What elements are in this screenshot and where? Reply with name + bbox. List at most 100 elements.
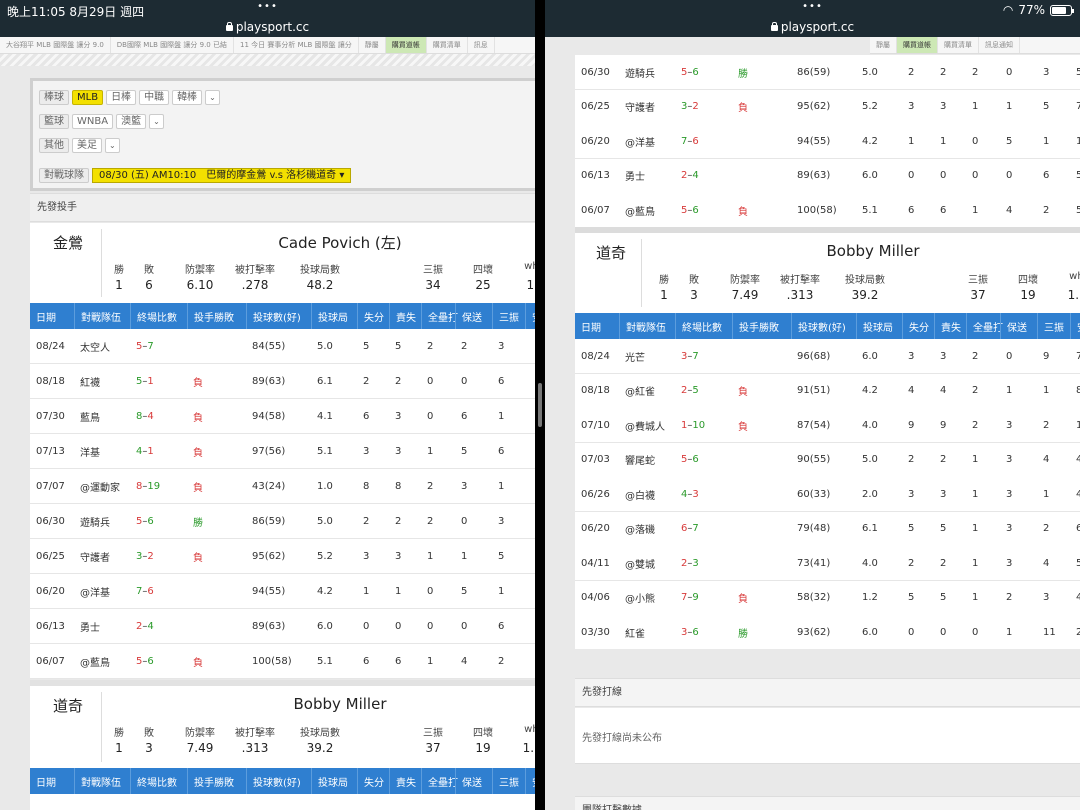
column-header[interactable]: 安打 [1070, 313, 1080, 339]
site-tab[interactable]: 靜屬 [870, 37, 897, 53]
address-bar[interactable]: playsport.cc [0, 20, 535, 37]
site-tab[interactable]: 購買清單 [427, 37, 468, 53]
column-header[interactable]: 投球局 [311, 768, 357, 794]
column-header[interactable]: 投手勝敗 [187, 303, 246, 329]
column-header[interactable]: 失分 [902, 313, 934, 339]
table-cell: 4 [461, 655, 468, 667]
table-cell: 負 [193, 482, 203, 494]
column-header[interactable]: 全壘打 [421, 768, 458, 794]
site-tab[interactable]: 訊息 [468, 37, 495, 53]
score-home: 7 [147, 340, 154, 352]
baseball-label: 棒球 [39, 90, 69, 105]
pitcher2-team: 道奇 [596, 244, 627, 262]
column-header[interactable]: 安打 [525, 303, 535, 329]
column-header[interactable]: 投手勝敗 [732, 313, 791, 339]
site-tab[interactable]: 購買道帳 [897, 37, 938, 53]
column-header[interactable]: 終場比數 [130, 768, 187, 794]
gap [575, 649, 1080, 678]
score-away: 3 [681, 626, 688, 638]
filter-mlb[interactable]: MLB [72, 90, 104, 105]
score-away: 8 [136, 410, 143, 422]
stat-value: .313 [786, 288, 814, 302]
column-header[interactable]: 投球數(好) [246, 303, 311, 329]
pitcher2-card: 道奇 Bobby Miller 勝 1 敗 3 防禦率 7.49 被打擊率 .313 投球局數 3… [575, 233, 1080, 313]
column-header[interactable]: 對戰隊伍 [619, 313, 675, 339]
match-select[interactable]: 08/30 (五) AM10:10 巴爾的摩金鶯 v.s 洛杉磯道奇 ▾ [92, 168, 352, 183]
table-cell: 0 [908, 170, 915, 181]
column-header[interactable]: 投球局 [856, 313, 902, 339]
table-cell: 2 [1043, 419, 1050, 431]
site-tab[interactable]: 11 今日 賽事分析 MLB 國際盤 讓分 [234, 37, 359, 53]
table-cell [732, 339, 791, 373]
table-cell: 1 [1043, 135, 1050, 147]
table-cell: 4 [1076, 488, 1080, 500]
table-cell: 紅雀 [625, 628, 645, 640]
column-header[interactable]: 安打 [525, 768, 535, 794]
site-tab[interactable]: DB國際 MLB 國際盤 讓分 9.0 已結 [111, 37, 234, 53]
chevron-down-icon[interactable]: ⌄ [205, 90, 220, 105]
table-cell: 1 [972, 523, 979, 534]
column-header[interactable]: 三振 [492, 303, 525, 329]
column-header[interactable]: 失分 [357, 303, 389, 329]
table-cell: 79(48) [797, 523, 831, 534]
table-cell: 58(32) [797, 592, 831, 603]
column-header[interactable]: 全壘打 [966, 313, 1003, 339]
address-bar[interactable]: playsport.cc [545, 20, 1080, 37]
column-header[interactable]: 日期 [581, 322, 601, 334]
multitask-dots-icon[interactable]: ••• [257, 1, 278, 12]
column-header[interactable]: 三振 [492, 768, 525, 794]
column-header[interactable]: 責失 [934, 313, 966, 339]
column-header[interactable]: 責失 [389, 768, 421, 794]
lock-icon [770, 22, 778, 31]
table-cell: 2 [1043, 523, 1050, 534]
column-header[interactable]: 投球局 [311, 303, 357, 329]
filter-cpbl[interactable]: 中職 [139, 90, 170, 105]
column-header[interactable]: 日期 [36, 777, 56, 789]
table-cell [525, 469, 535, 503]
column-header[interactable]: 投球數(好) [246, 768, 311, 794]
chevron-down-icon[interactable]: ⌄ [105, 138, 120, 153]
table-row: 07/30 藍鳥 8–4 負 94(58) 4.1 6 3 0 6 1 [30, 399, 535, 434]
column-header[interactable]: 對戰隊伍 [74, 768, 130, 794]
column-header[interactable]: 投球數(好) [791, 313, 856, 339]
column-header[interactable]: 失分 [357, 768, 389, 794]
column-header[interactable]: 責失 [389, 303, 421, 329]
column-header[interactable]: 對戰隊伍 [74, 303, 130, 329]
filter-nfl[interactable]: 美足 [72, 138, 102, 153]
filter-wnba[interactable]: WNBA [72, 114, 114, 129]
table-cell: 6.0 [317, 620, 333, 632]
site-tab[interactable]: 訊息通知 [979, 37, 1020, 53]
column-header[interactable]: 投手勝敗 [187, 768, 246, 794]
filter-npb[interactable]: 日棒 [106, 90, 137, 105]
score-sep: – [687, 66, 693, 78]
table-cell: @藍鳥 [80, 657, 110, 669]
column-header[interactable]: 終場比數 [675, 313, 732, 339]
column-header[interactable]: 終場比數 [130, 303, 187, 329]
column-header[interactable]: 三振 [1037, 313, 1070, 339]
site-tab[interactable]: 大谷翔平 MLB 國際盤 讓分 9.0 [0, 37, 111, 53]
starting-pitcher-header: 先發投手 [30, 193, 535, 222]
column-header[interactable]: 日期 [36, 312, 56, 324]
table-cell: 0 [427, 375, 434, 387]
site-tab[interactable]: 購買道帳 [385, 37, 427, 53]
pitcher2-name: Bobby Miller [293, 695, 387, 713]
score-away: 7 [681, 592, 688, 603]
right-browser-pane: ••• ◠ 77% playsport.cc 靜屬 購買道帳 購買清單 訊息通知 06… [545, 0, 1080, 810]
table-cell: 負 [193, 657, 203, 669]
site-tab[interactable]: 靜屬 [359, 37, 386, 53]
site-tab[interactable]: 購買清單 [938, 37, 979, 53]
split-view-handle[interactable] [538, 383, 542, 427]
column-header[interactable]: 保送 [1000, 313, 1037, 339]
filter-kbo[interactable]: 韓棒 [172, 90, 203, 105]
column-header[interactable]: 全壘打 [421, 303, 458, 329]
filter-nbl[interactable]: 澳籃 [116, 114, 147, 129]
stat-value: 34 [425, 278, 441, 292]
chevron-down-icon[interactable]: ⌄ [149, 114, 164, 129]
column-header[interactable]: 保送 [455, 303, 492, 329]
stat-value: 1.74 [522, 741, 535, 755]
column-header[interactable]: 保送 [455, 768, 492, 794]
multitask-dots-icon[interactable]: ••• [802, 1, 823, 12]
table-cell: 2 [940, 454, 947, 465]
table-cell: 洋基 [80, 447, 100, 459]
